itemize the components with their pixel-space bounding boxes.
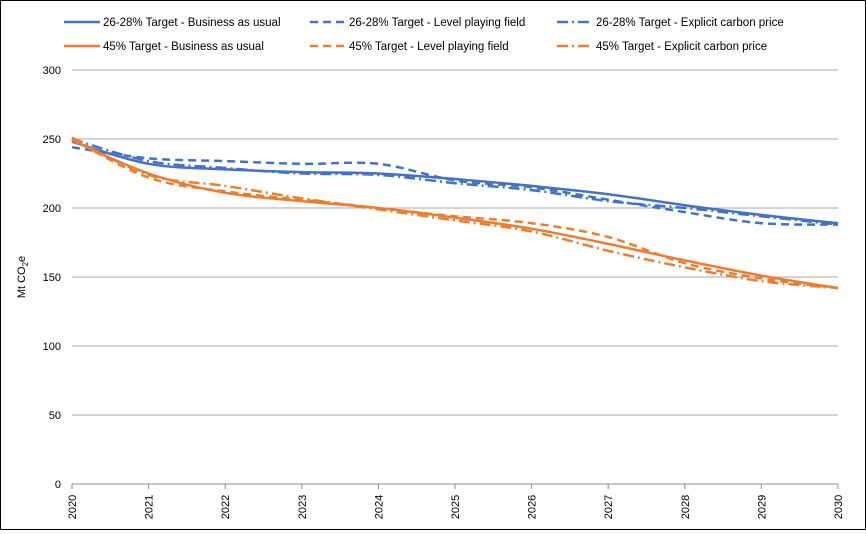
legend-label: 45% Target - Level playing field <box>349 41 509 53</box>
x-tick-label: 2024 <box>373 495 385 519</box>
legend-label: 26-28% Target - Business as usual <box>103 17 281 29</box>
x-tick-label: 2025 <box>450 495 462 519</box>
x-tick-label: 2021 <box>144 495 156 519</box>
series-lines <box>71 136 839 290</box>
legend-label: 26-28% Target - Explicit carbon price <box>596 17 784 29</box>
x-axis-ticks: 2020 2021 2022 2023 2024 2025 2026 2027 2028 2029… <box>67 484 845 519</box>
y-tick-label: 250 <box>43 134 61 146</box>
series-line <box>71 140 839 225</box>
legend: 26-28% Target - Business as usual 26-28% … <box>64 17 784 53</box>
y-axis-ticks: 0 50 100 150 200 250 300 <box>43 65 61 491</box>
series-line <box>71 136 839 290</box>
legend-label: 26-28% Target - Level playing field <box>349 17 525 29</box>
series-line <box>71 139 839 290</box>
legend-label: 45% Target - Explicit carbon price <box>596 41 767 53</box>
x-tick-label: 2026 <box>527 495 539 519</box>
legend-label: 45% Target - Business as usual <box>103 41 264 53</box>
y-tick-label: 100 <box>43 341 61 353</box>
x-tick-label: 2029 <box>756 495 768 519</box>
y-tick-label: 150 <box>43 272 61 284</box>
series-line <box>71 137 839 226</box>
y-axis-label: Mt CO2e <box>16 256 30 298</box>
x-tick-label: 2028 <box>680 495 692 519</box>
y-tick-label: 200 <box>43 203 61 215</box>
x-tick-label: 2022 <box>220 495 232 519</box>
x-tick-label: 2023 <box>297 495 309 519</box>
gridlines <box>72 69 838 485</box>
x-tick-label: 2027 <box>603 495 615 519</box>
x-tick-label: 2020 <box>67 495 79 519</box>
y-tick-label: 0 <box>55 479 61 491</box>
series-line <box>71 137 839 290</box>
x-tick-label: 2030 <box>833 495 845 519</box>
y-tick-label: 50 <box>49 410 61 422</box>
y-tick-label: 300 <box>43 65 61 77</box>
series-line <box>71 146 839 226</box>
